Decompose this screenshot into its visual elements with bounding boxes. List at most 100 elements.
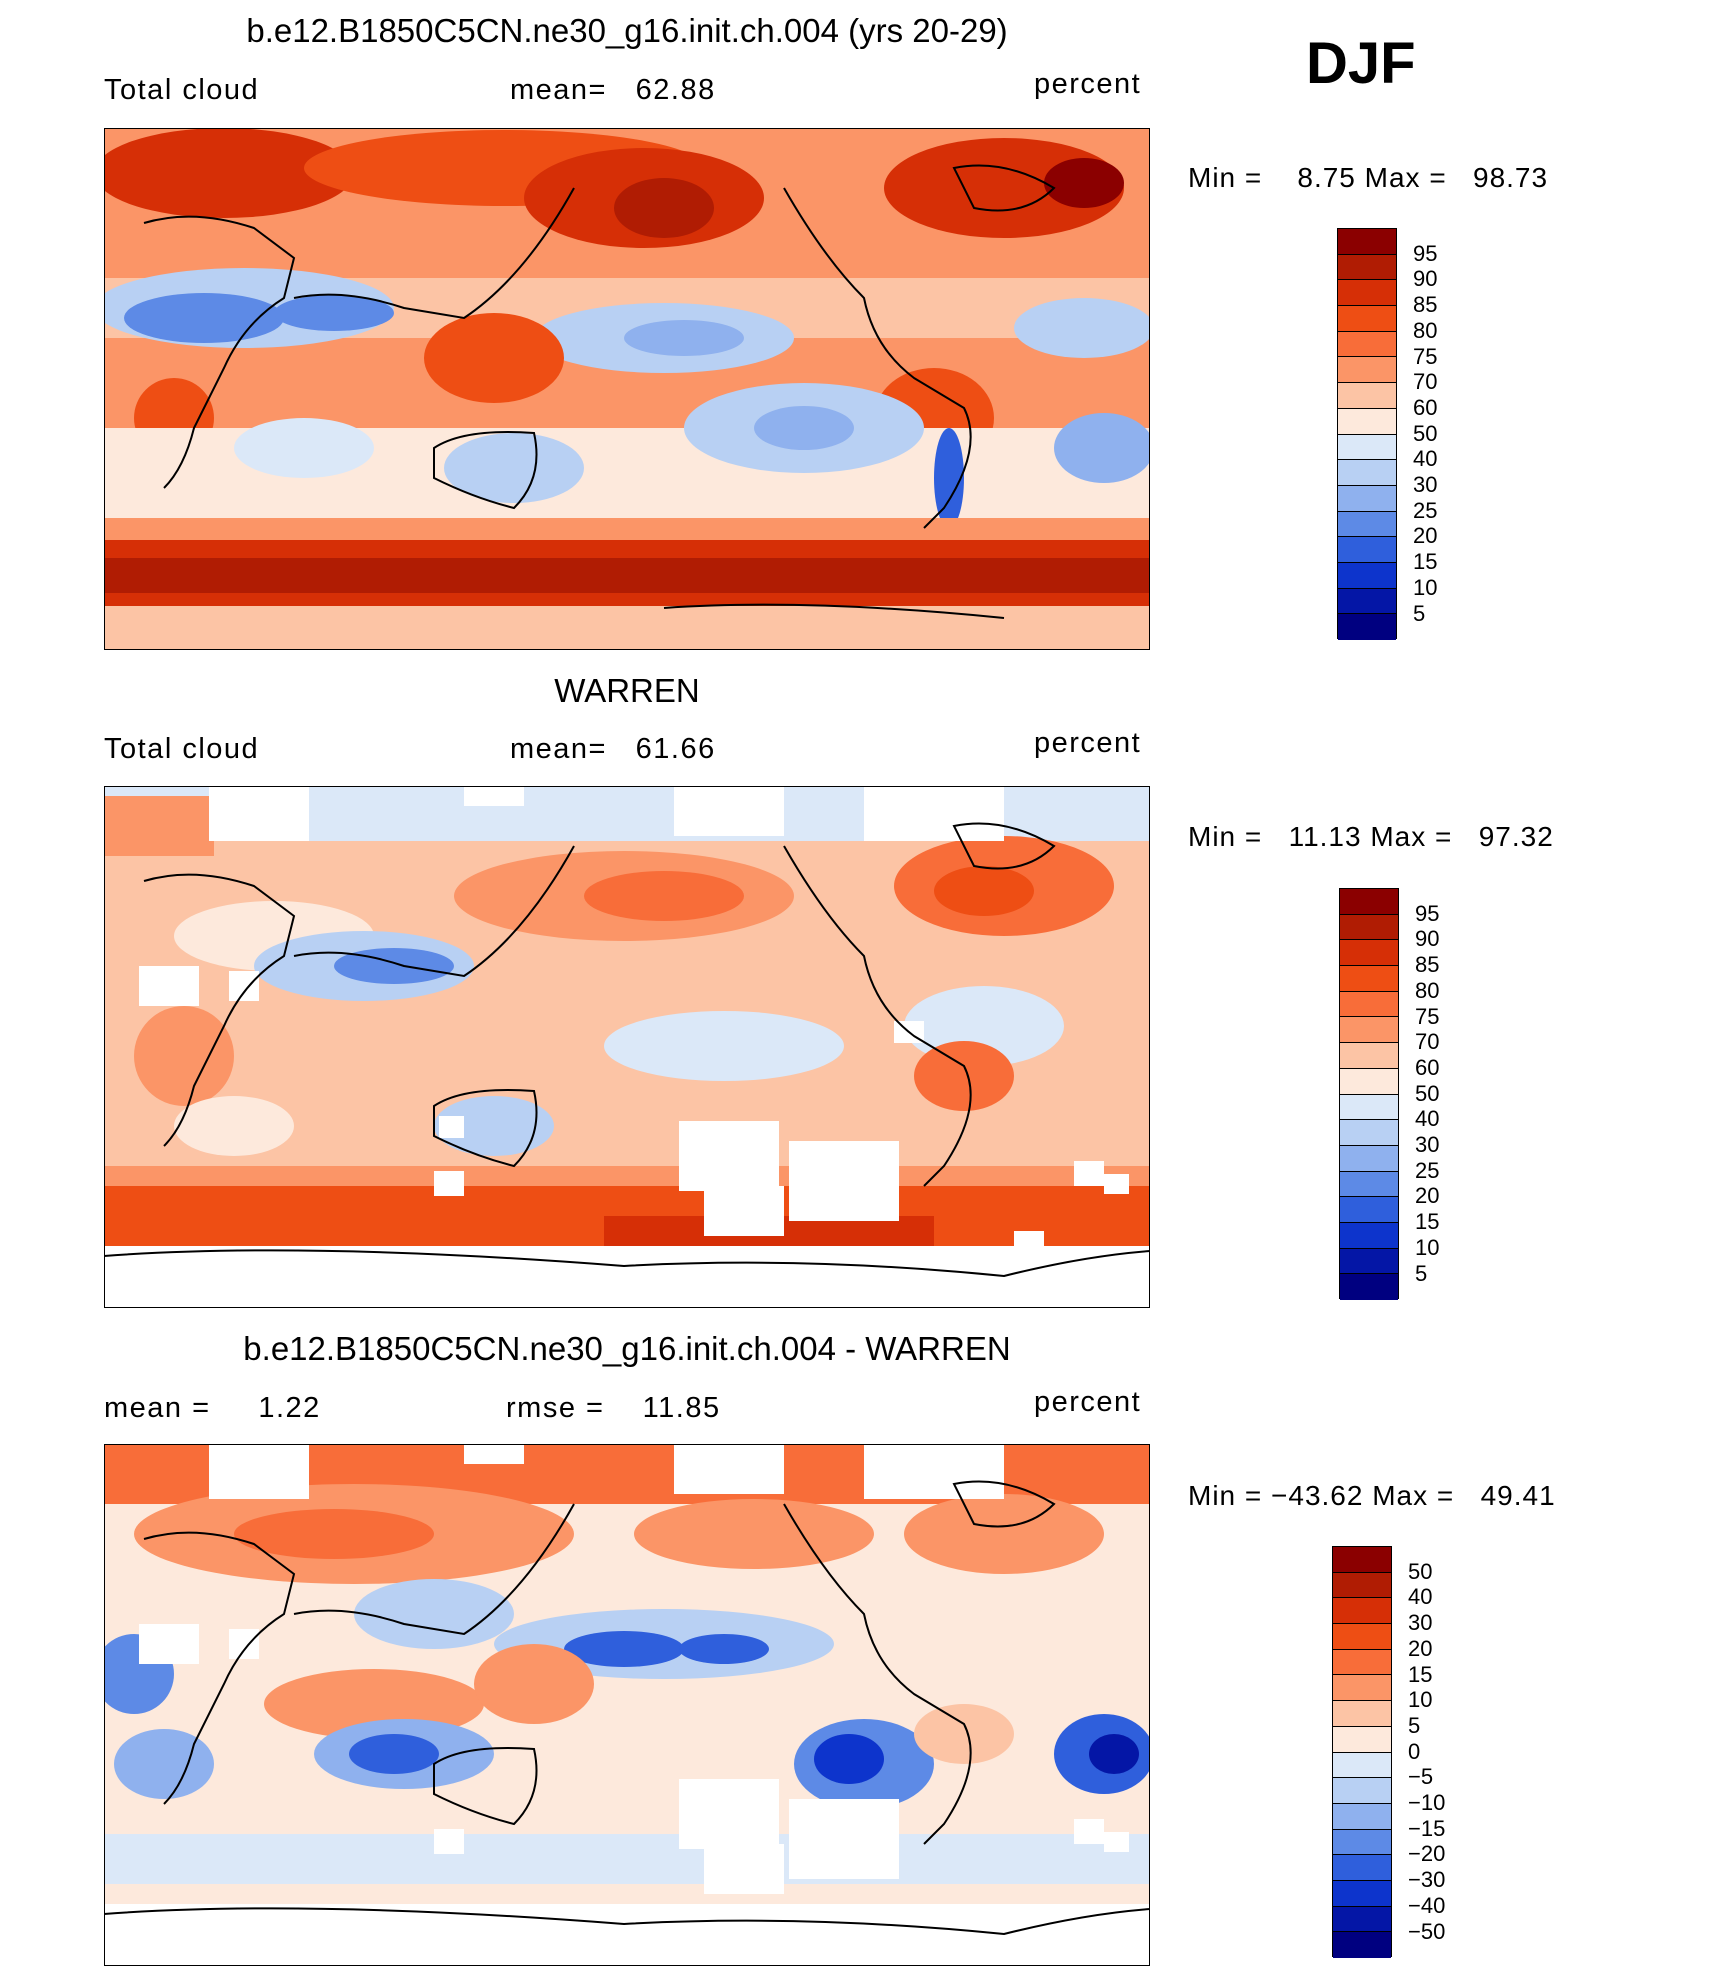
colorbar-swatch xyxy=(1333,1649,1391,1676)
colorbar-tick-label: 5 xyxy=(1415,1260,1428,1286)
colorbar-swatch xyxy=(1340,966,1398,992)
panel2-title: WARREN xyxy=(554,672,700,709)
panel2-minmax: Min = 11.13 Max = 97.32 xyxy=(1188,821,1554,852)
colorbar-tick-label: 40 xyxy=(1408,1584,1433,1610)
colorbar-tick-label: 90 xyxy=(1415,926,1440,952)
colorbar-swatch xyxy=(1338,254,1396,281)
colorbar-swatch xyxy=(1333,1624,1391,1650)
colorbar-swatch xyxy=(1340,914,1398,941)
colorbar-swatch xyxy=(1338,588,1396,615)
colorbar-tick-label: 20 xyxy=(1415,1183,1440,1209)
colorbar-tick-label: 60 xyxy=(1415,1054,1440,1080)
panel3-colorbar xyxy=(1332,1546,1392,1958)
panel1-map xyxy=(104,128,1150,650)
colorbar-tick-label: −50 xyxy=(1408,1918,1446,1944)
colorbar-tick-label: 25 xyxy=(1413,497,1438,523)
colorbar-tick-label: 70 xyxy=(1413,369,1438,395)
colorbar-swatch xyxy=(1340,1094,1398,1121)
colorbar-tick-label: 15 xyxy=(1413,549,1438,575)
colorbar-tick-label: 15 xyxy=(1415,1209,1440,1235)
panel1-minmax: Min = 8.75 Max = 98.73 xyxy=(1188,162,1549,193)
colorbar-tick-label: 10 xyxy=(1415,1234,1440,1260)
colorbar-swatch xyxy=(1338,614,1396,640)
colorbar-swatch xyxy=(1340,1171,1398,1198)
colorbar-swatch xyxy=(1338,306,1396,332)
colorbar-swatch xyxy=(1340,1248,1398,1275)
colorbar-swatch xyxy=(1338,408,1396,435)
colorbar-tick-label: −40 xyxy=(1408,1892,1446,1918)
colorbar-swatch xyxy=(1338,537,1396,563)
colorbar-swatch xyxy=(1340,1043,1398,1069)
colorbar-swatch xyxy=(1338,485,1396,512)
panel3-mean-label: mean = 1.22 xyxy=(104,1392,321,1424)
panel2-left-label: Total cloud xyxy=(104,733,260,765)
colorbar-tick-label: 80 xyxy=(1415,977,1440,1003)
colorbar-swatch xyxy=(1338,280,1396,307)
colorbar-swatch xyxy=(1333,1675,1391,1702)
panel2-units-label: percent xyxy=(1034,727,1142,759)
colorbar-tick-label: −20 xyxy=(1408,1841,1446,1867)
colorbar-tick-label: 15 xyxy=(1408,1661,1433,1687)
colorbar-tick-label: 60 xyxy=(1413,394,1438,420)
colorbar-swatch xyxy=(1340,1017,1398,1044)
colorbar-swatch xyxy=(1333,1829,1391,1856)
colorbar-swatch xyxy=(1340,1222,1398,1249)
panel1-units-label: percent xyxy=(1034,68,1142,100)
colorbar-tick-label: −15 xyxy=(1408,1815,1446,1841)
colorbar-tick-label: 75 xyxy=(1413,343,1438,369)
colorbar-tick-label: 25 xyxy=(1415,1157,1440,1183)
colorbar-swatch xyxy=(1340,1145,1398,1172)
colorbar-swatch xyxy=(1340,1274,1398,1300)
colorbar-swatch xyxy=(1333,1752,1391,1779)
colorbar-tick-label: −30 xyxy=(1408,1867,1446,1893)
colorbar-swatch xyxy=(1338,229,1396,255)
colorbar-tick-label: −5 xyxy=(1408,1764,1434,1790)
panel3-rmse-label: rmse = 11.85 xyxy=(506,1392,721,1424)
colorbar-tick-label: 40 xyxy=(1413,446,1438,472)
colorbar-swatch xyxy=(1333,1932,1391,1958)
colorbar-tick-label: 50 xyxy=(1415,1080,1440,1106)
colorbar-swatch xyxy=(1333,1701,1391,1727)
colorbar-tick-label: 85 xyxy=(1413,292,1438,318)
panel1-title: b.e12.B1850C5CN.ne30_g16.init.ch.004 (yr… xyxy=(246,12,1008,49)
colorbar-swatch xyxy=(1338,331,1396,358)
colorbar-swatch xyxy=(1333,1880,1391,1907)
panel3-units-label: percent xyxy=(1034,1386,1142,1418)
colorbar-tick-label: 10 xyxy=(1413,574,1438,600)
colorbar-swatch xyxy=(1333,1906,1391,1933)
colorbar-tick-label: 0 xyxy=(1408,1738,1421,1764)
colorbar-tick-label: 20 xyxy=(1408,1635,1433,1661)
colorbar-tick-label: 75 xyxy=(1415,1003,1440,1029)
colorbar-swatch xyxy=(1333,1598,1391,1625)
panel1-map-svg xyxy=(104,128,1150,650)
colorbar-tick-label: 5 xyxy=(1408,1712,1421,1738)
colorbar-swatch xyxy=(1333,1855,1391,1881)
colorbar-swatch xyxy=(1340,940,1398,967)
colorbar-swatch xyxy=(1338,357,1396,384)
colorbar-tick-label: 95 xyxy=(1415,900,1440,926)
panel3-map xyxy=(104,1444,1150,1966)
panel3-title: b.e12.B1850C5CN.ne30_g16.init.ch.004 - W… xyxy=(243,1330,1011,1367)
colorbar-tick-label: 95 xyxy=(1413,240,1438,266)
colorbar-tick-label: 50 xyxy=(1408,1558,1433,1584)
colorbar-swatch xyxy=(1338,383,1396,409)
panel1-mean-label: mean= 62.88 xyxy=(510,74,716,106)
colorbar-swatch xyxy=(1340,991,1398,1018)
colorbar-tick-label: 30 xyxy=(1413,472,1438,497)
colorbar-swatch xyxy=(1333,1726,1391,1753)
colorbar-tick-label: 70 xyxy=(1415,1029,1440,1055)
colorbar-tick-label: 85 xyxy=(1415,952,1440,978)
colorbar-swatch xyxy=(1340,1068,1398,1095)
panel1-left-label: Total cloud xyxy=(104,74,260,106)
colorbar-swatch xyxy=(1333,1778,1391,1804)
season-label: DJF xyxy=(1306,31,1416,96)
colorbar-swatch xyxy=(1333,1547,1391,1573)
colorbar-swatch xyxy=(1340,889,1398,915)
colorbar-swatch xyxy=(1338,562,1396,589)
panel3-minmax: Min = −43.62 Max = 49.41 xyxy=(1188,1480,1556,1511)
panel2-mean-label: mean= 61.66 xyxy=(510,733,716,765)
panel2-colorbar xyxy=(1339,888,1399,1300)
colorbar-tick-label: 5 xyxy=(1413,600,1426,626)
colorbar-swatch xyxy=(1340,1120,1398,1146)
panel2-map xyxy=(104,786,1150,1308)
